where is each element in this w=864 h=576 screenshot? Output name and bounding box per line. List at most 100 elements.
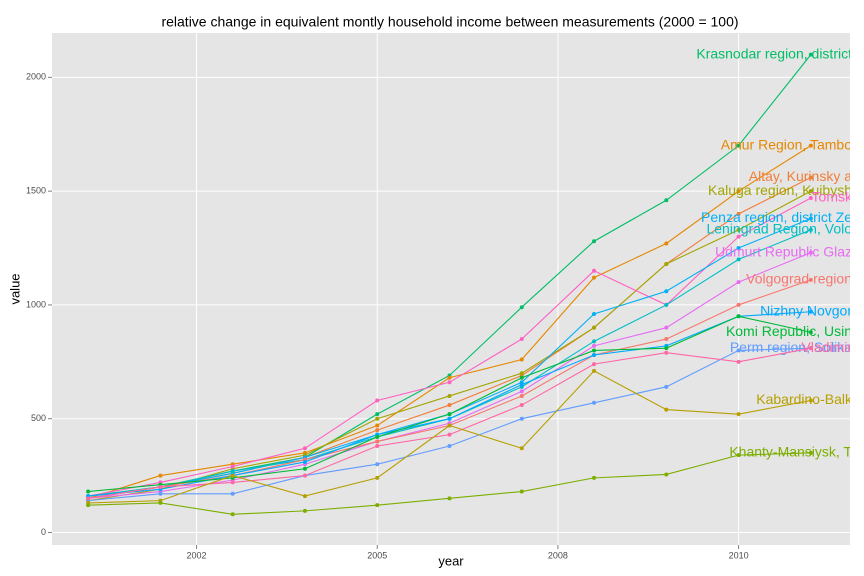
data-point <box>447 375 452 380</box>
data-point <box>664 350 669 355</box>
y-axis-label: value <box>7 273 22 304</box>
series-label: Kabardino-Balk <box>756 391 853 407</box>
data-point <box>808 346 813 351</box>
y-tick-label: 0 <box>41 527 46 537</box>
series-label: Khanty-Mansiysk, T <box>729 444 852 460</box>
series-label: Udmurt Republic Glaz <box>715 243 852 259</box>
data-point <box>808 175 813 180</box>
data-point <box>736 302 741 307</box>
data-point <box>375 434 380 439</box>
data-point <box>664 472 669 477</box>
data-point <box>736 189 741 194</box>
x-tick-label: 2002 <box>187 550 207 560</box>
data-point <box>158 491 163 496</box>
data-point <box>447 432 452 437</box>
data-point <box>230 464 235 469</box>
series-label: Altay, Kurinsky a <box>749 168 852 184</box>
data-point <box>808 143 813 148</box>
data-point <box>447 496 452 501</box>
data-point <box>230 480 235 485</box>
x-axis-label: year <box>438 553 464 568</box>
x-tick-label: 2008 <box>548 550 568 560</box>
data-point <box>592 339 597 344</box>
series-label: Vladimir <box>801 339 852 355</box>
x-tick-label: 2010 <box>729 550 749 560</box>
x-tick-label: 2005 <box>367 550 387 560</box>
data-point <box>375 444 380 449</box>
plot-background <box>52 33 850 545</box>
series-label: Nizhny Novgor <box>760 302 852 318</box>
series-label: Amur Region, Tambo <box>721 136 852 152</box>
data-point <box>592 268 597 273</box>
data-point <box>86 503 91 508</box>
data-point <box>375 475 380 480</box>
data-point <box>519 305 524 310</box>
data-point <box>664 407 669 412</box>
data-point <box>447 423 452 428</box>
data-point <box>736 227 741 232</box>
data-point <box>592 475 597 480</box>
data-point <box>736 143 741 148</box>
y-tick-label: 500 <box>31 413 46 423</box>
data-point <box>664 384 669 389</box>
data-point <box>736 246 741 251</box>
data-point <box>375 439 380 444</box>
data-point <box>592 343 597 348</box>
data-point <box>158 484 163 489</box>
data-point <box>664 198 669 203</box>
data-point <box>302 466 307 471</box>
data-point <box>664 325 669 330</box>
series-label: Perm region, Solika <box>730 339 852 355</box>
data-point <box>664 346 669 351</box>
data-point <box>302 459 307 464</box>
data-point <box>736 348 741 353</box>
data-point <box>447 393 452 398</box>
data-point <box>592 362 597 367</box>
data-point <box>736 234 741 239</box>
data-point <box>592 348 597 353</box>
data-point <box>519 389 524 394</box>
data-point <box>808 309 813 314</box>
data-point <box>519 403 524 408</box>
data-point <box>736 280 741 285</box>
data-point <box>519 371 524 376</box>
series-label: Komi Republic, Usin <box>726 323 852 339</box>
data-point <box>375 462 380 467</box>
data-point <box>158 473 163 478</box>
data-point <box>808 227 813 232</box>
data-point <box>808 450 813 455</box>
series-label: Tomsk <box>812 189 853 205</box>
data-point <box>519 375 524 380</box>
data-point <box>519 489 524 494</box>
data-point <box>447 412 452 417</box>
data-point <box>664 302 669 307</box>
series-label: Leningrad Region, Volo <box>706 221 852 237</box>
data-point <box>230 491 235 496</box>
data-point <box>447 403 452 408</box>
data-point <box>302 508 307 513</box>
data-point <box>664 337 669 342</box>
series-label: Penza region, district Ze <box>701 209 852 225</box>
grid <box>48 33 850 549</box>
data-point <box>736 211 741 216</box>
series-label: Kaluga region, Kuibysh <box>708 182 852 198</box>
chart-title: relative change in equivalent montly hou… <box>161 14 738 30</box>
data-point <box>519 337 524 342</box>
data-point <box>664 241 669 246</box>
data-point <box>519 357 524 362</box>
data-point <box>592 275 597 280</box>
data-point <box>86 496 91 501</box>
data-point <box>664 261 669 266</box>
data-point <box>302 494 307 499</box>
data-point <box>592 368 597 373</box>
data-point <box>375 398 380 403</box>
data-point <box>664 289 669 294</box>
data-point <box>592 352 597 357</box>
data-point <box>592 239 597 244</box>
data-point <box>230 512 235 517</box>
data-point <box>375 428 380 433</box>
series-layer: Krasnodar region, district Amur Region, T… <box>86 45 853 517</box>
data-point <box>736 257 741 262</box>
data-point <box>736 314 741 319</box>
